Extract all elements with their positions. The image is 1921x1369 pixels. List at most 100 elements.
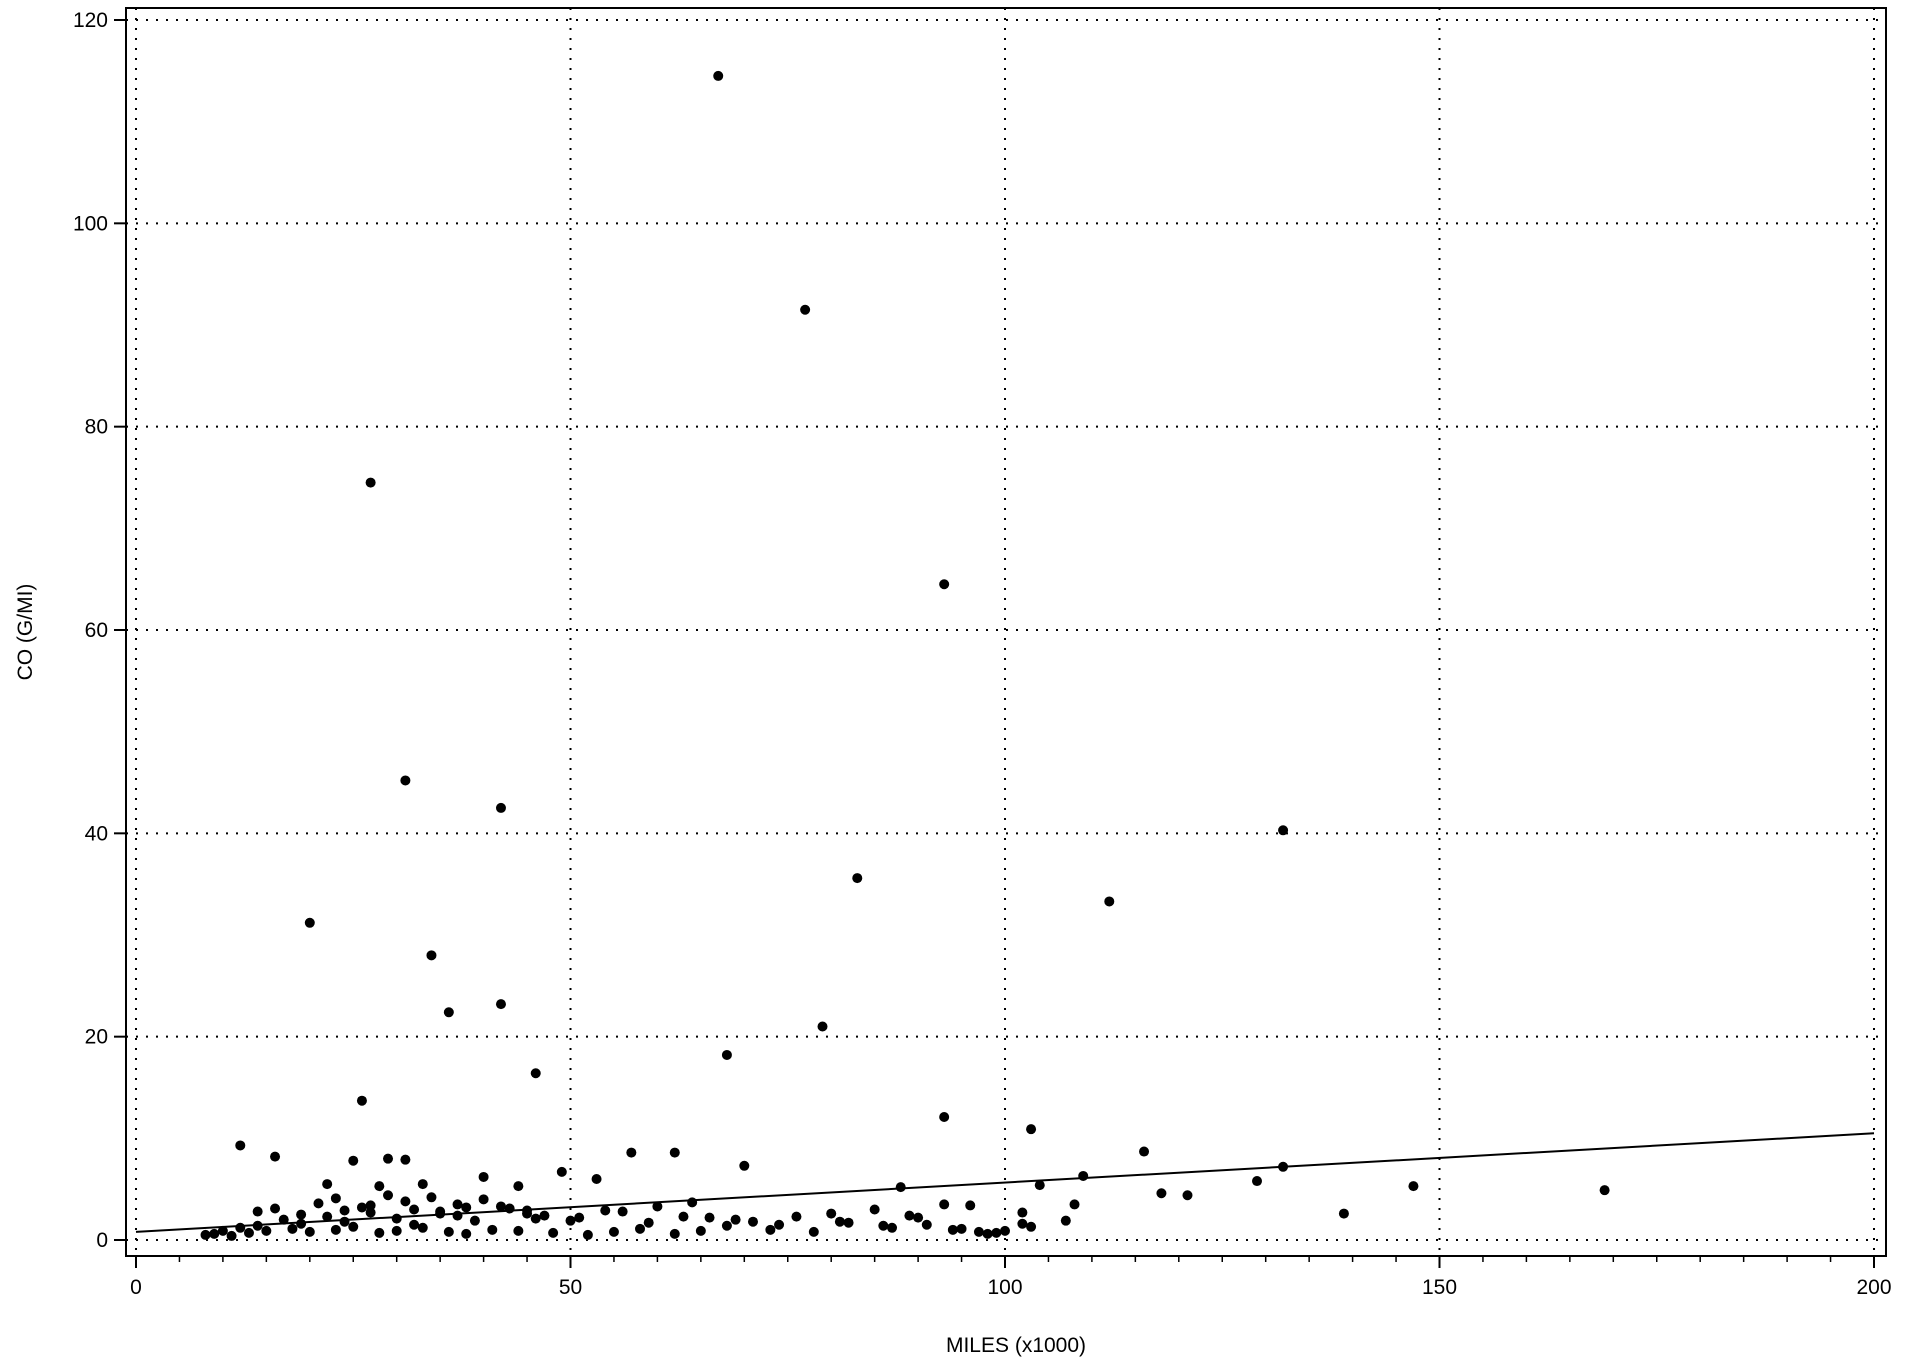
data-point: [348, 1221, 359, 1232]
data-point: [1034, 1180, 1045, 1191]
data-point: [365, 1200, 376, 1211]
data-point: [339, 1216, 350, 1227]
data-point: [687, 1197, 698, 1208]
points-layer: [200, 70, 1610, 1241]
data-point: [235, 1222, 246, 1233]
x-tick-label: 200: [1856, 1276, 1891, 1299]
data-point: [791, 1211, 802, 1222]
data-point: [1338, 1208, 1349, 1219]
data-point: [678, 1211, 689, 1222]
data-point: [365, 477, 376, 488]
data-point: [713, 70, 724, 81]
data-point: [1599, 1185, 1610, 1196]
data-point: [965, 1200, 976, 1211]
data-point: [261, 1225, 272, 1236]
data-point: [409, 1219, 420, 1230]
data-point: [513, 1225, 524, 1236]
data-point: [322, 1211, 333, 1222]
data-point: [878, 1220, 889, 1231]
data-point: [478, 1194, 489, 1205]
data-point: [1017, 1218, 1028, 1229]
data-point: [252, 1220, 263, 1231]
data-point: [374, 1181, 385, 1192]
data-point: [469, 1215, 480, 1226]
data-point: [365, 1207, 376, 1218]
data-point: [1104, 896, 1115, 907]
data-point: [287, 1223, 298, 1234]
data-point: [730, 1214, 741, 1225]
data-point: [348, 1155, 359, 1166]
line-layer: [135, 1132, 1875, 1233]
data-point: [600, 1205, 611, 1216]
data-point: [808, 1226, 819, 1237]
data-point: [322, 1179, 333, 1190]
y-tick-label: 100: [73, 212, 108, 235]
data-point: [383, 1153, 394, 1164]
data-point: [765, 1224, 776, 1235]
data-point: [939, 579, 950, 590]
data-point: [435, 1208, 446, 1219]
data-point: [426, 1192, 437, 1203]
data-point: [652, 1201, 663, 1212]
axis-layer: 0 50 100 150 200 0 20 40 60 80 100 120: [73, 9, 1892, 1299]
data-point: [461, 1228, 472, 1239]
data-point: [826, 1208, 837, 1219]
data-point: [982, 1228, 993, 1239]
data-point: [400, 1196, 411, 1207]
data-point: [417, 1222, 428, 1233]
data-point: [296, 1209, 307, 1220]
x-axis-title: MILES (x1000): [946, 1334, 1086, 1357]
data-point: [522, 1205, 533, 1216]
data-point: [721, 1220, 732, 1231]
data-point: [426, 950, 437, 961]
data-point: [887, 1222, 898, 1233]
data-point: [695, 1225, 706, 1236]
data-point: [304, 917, 315, 928]
data-point: [1069, 1199, 1080, 1210]
data-point: [591, 1174, 602, 1184]
data-point: [1026, 1124, 1037, 1135]
data-point: [1278, 825, 1289, 836]
data-point: [852, 873, 863, 884]
data-point: [296, 1218, 307, 1229]
data-point: [574, 1212, 585, 1223]
data-point: [1408, 1181, 1419, 1192]
x-tick-label: 50: [559, 1276, 582, 1299]
data-point: [1156, 1188, 1167, 1199]
data-point: [1060, 1215, 1071, 1226]
data-point: [356, 1095, 367, 1106]
data-point: [556, 1166, 567, 1177]
x-tick-label: 100: [987, 1276, 1022, 1299]
data-point: [1078, 1170, 1089, 1181]
data-point: [339, 1205, 350, 1216]
data-point: [774, 1219, 785, 1230]
data-point: [495, 999, 506, 1010]
data-point: [626, 1147, 637, 1158]
data-point: [913, 1212, 924, 1223]
y-tick-label: 20: [85, 1026, 108, 1049]
data-point: [947, 1224, 958, 1235]
data-point: [313, 1198, 324, 1209]
data-point: [461, 1202, 472, 1213]
data-point: [270, 1151, 281, 1162]
y-axis-title: CO (G/MI): [14, 584, 37, 681]
data-point: [869, 1204, 880, 1215]
data-point: [391, 1213, 402, 1224]
data-point: [1139, 1146, 1150, 1157]
data-point: [252, 1206, 263, 1217]
x-tick-label: 150: [1422, 1276, 1457, 1299]
data-point: [843, 1217, 854, 1228]
data-point: [495, 802, 506, 813]
data-point: [643, 1217, 654, 1228]
data-point: [747, 1216, 758, 1227]
data-point: [513, 1181, 524, 1192]
data-point: [374, 1227, 385, 1238]
data-point: [800, 304, 811, 315]
data-point: [452, 1210, 463, 1221]
data-point: [939, 1199, 950, 1210]
data-point: [330, 1224, 341, 1235]
data-point: [721, 1049, 732, 1060]
data-point: [304, 1226, 315, 1237]
